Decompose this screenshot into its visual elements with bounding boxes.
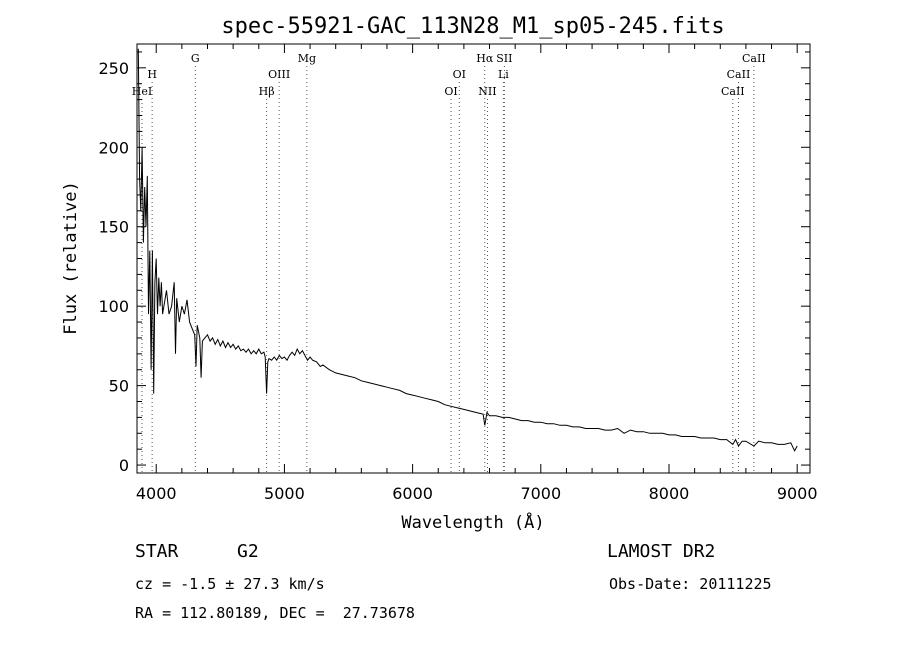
spectral-line-label: OI: [453, 68, 466, 81]
chart-title: spec-55921-GAC_113N28_M1_sp05-245.fits: [221, 14, 724, 39]
y-tick-label: 150: [98, 218, 129, 237]
x-tick-label: 8000: [649, 484, 690, 503]
spectral-line-label: Hβ: [259, 85, 275, 98]
spectral-line-label: Li: [498, 68, 509, 81]
x-tick-label: 4000: [136, 484, 177, 503]
y-axis-ticks: 0 50 100 150 200 250: [98, 51, 810, 475]
spectral-line-label: SII: [496, 52, 512, 65]
y-tick-label: 50: [109, 377, 129, 396]
x-tick-label: 5000: [264, 484, 305, 503]
spectral-line-label: CaII: [721, 85, 745, 98]
plot-frame: [136, 43, 811, 474]
velocity: cz = -1.5 ± 27.3 km/s: [135, 575, 325, 593]
x-axis-label: Wavelength (Å): [401, 511, 544, 533]
spectral-line-label: G: [191, 52, 200, 65]
obs-date: Obs-Date: 20111225: [609, 575, 772, 593]
spectrum-line: [137, 48, 798, 452]
spectral-line-label: OI: [444, 85, 457, 98]
x-tick-label: 6000: [392, 484, 433, 503]
x-tick-label: 9000: [777, 484, 818, 503]
survey-name: LAMOST DR2: [607, 541, 716, 562]
y-axis-label: Flux (relative): [61, 181, 81, 335]
spectral-line-label: OIII: [268, 68, 290, 81]
object-subclass: G2: [237, 541, 259, 562]
y-tick-label: 200: [98, 138, 129, 157]
spectral-line-label: Mg: [298, 52, 316, 65]
spectral-line-label: H: [147, 68, 157, 81]
spectral-line-label: CaII: [727, 68, 751, 81]
spectral-line-label: Hα: [476, 52, 494, 65]
spectral-line-label: CaII: [742, 52, 766, 65]
y-tick-label: 0: [119, 456, 129, 475]
coordinates: RA = 112.80189, DEC = 27.73678: [135, 604, 415, 622]
spectral-line-label: NII: [478, 85, 496, 98]
y-tick-label: 250: [98, 59, 129, 78]
y-tick-label: 100: [98, 297, 129, 316]
x-tick-label: 7000: [520, 484, 561, 503]
spectral-line-markers: HeI H G Hβ OIII Mg OI OI Hα NII SII Li CaII CaII CaII: [132, 52, 766, 473]
spectral-line-label: HeI: [132, 85, 152, 98]
object-class: STAR: [135, 541, 179, 562]
x-axis-ticks: 4000 5000 6000 7000 8000 9000: [136, 44, 818, 503]
